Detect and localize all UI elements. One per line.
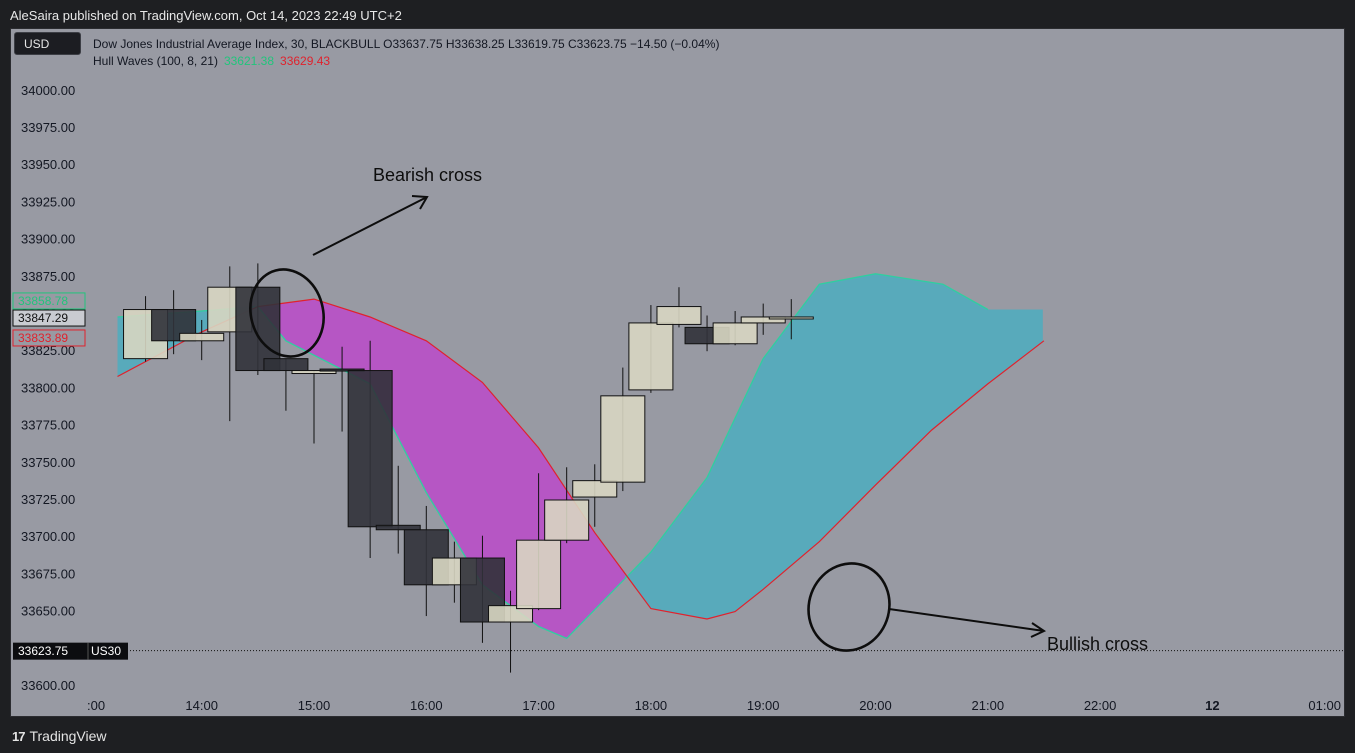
- x-tick-label-2200: 22:00: [1084, 698, 1117, 713]
- y-tick-label-33750: 33750.00: [21, 455, 75, 470]
- price-badge-green-box: [12, 292, 86, 310]
- candle-body-22: [740, 316, 786, 324]
- candle-body-8: [347, 370, 393, 528]
- candle-body-4: [235, 286, 281, 372]
- x-tick-label-2100: 21:00: [972, 698, 1005, 713]
- indicator-value-green: 33621.38: [223, 54, 275, 68]
- candle-body-6: [291, 370, 337, 375]
- price-badge-red: 33833.89: [18, 331, 68, 345]
- footer-brand-text: TradingView: [29, 728, 107, 744]
- y-tick-label-33900: 33900.00: [21, 232, 75, 247]
- x-tick-label-00: :00: [87, 698, 105, 713]
- y-tick-label-33650: 33650.00: [21, 604, 75, 619]
- bearish-arrow: [312, 195, 429, 256]
- x-tick-label-1500: 15:00: [298, 698, 331, 713]
- y-tick-label-33825: 33825.00: [21, 343, 75, 358]
- price-badge-current: 33847.29: [18, 311, 68, 325]
- y-tick-label-33875: 33875.00: [21, 269, 75, 284]
- candle-body-16: [572, 480, 618, 498]
- footer-branding: 17 TradingView: [12, 728, 107, 744]
- candle-body-15: [544, 499, 590, 541]
- y-tick-label-33975: 33975.00: [21, 120, 75, 135]
- bullish-arrow: [888, 608, 1047, 638]
- y-tick-label-33950: 33950.00: [21, 157, 75, 172]
- y-tick-label-34000: 34000.00: [21, 83, 75, 98]
- x-tick-label-12: 12: [1205, 698, 1219, 713]
- price-chart[interactable]: 33600.0033625.0033650.0033675.0033700.00…: [11, 29, 1345, 717]
- bullish-cross-label: Bullish cross: [1047, 634, 1148, 654]
- tradingview-logo-icon: 17: [12, 728, 26, 744]
- x-tick-label-1400: 14:00: [185, 698, 218, 713]
- candle-body-9: [375, 524, 421, 531]
- candle-body-13: [488, 605, 534, 623]
- candle-body-18: [628, 322, 674, 391]
- candle-body-21: [712, 322, 758, 345]
- indicator-value-red: 33629.43: [280, 54, 331, 68]
- candle-body-19: [656, 306, 702, 325]
- price-badge-green: 33858.78: [18, 294, 68, 308]
- candle-body-17: [600, 395, 646, 483]
- y-tick-label-33725: 33725.00: [21, 492, 75, 507]
- symbol-badge: US30: [91, 644, 121, 658]
- hull-slow-line: [117, 298, 1045, 620]
- bearish-cross-label: Bearish cross: [373, 165, 482, 185]
- publication-header: AleSaira published on TradingView.com, O…: [10, 8, 402, 23]
- candle-body-2: [179, 332, 225, 342]
- candle-body-5: [263, 358, 309, 372]
- candle-body-23: [768, 316, 814, 320]
- last-price-badge-box: [13, 642, 128, 660]
- x-tick-label-1900: 19:00: [747, 698, 780, 713]
- x-tick-label-0100: 01:00: [1308, 698, 1341, 713]
- x-tick-label-1700: 17:00: [522, 698, 555, 713]
- x-tick-label-1600: 16:00: [410, 698, 443, 713]
- bullish-circle: [807, 562, 891, 652]
- price-badge-red-box: [12, 329, 86, 347]
- y-tick-label-33700: 33700.00: [21, 529, 75, 544]
- y-tick-label-33600: 33600.00: [21, 678, 75, 693]
- y-tick-label-33775: 33775.00: [21, 418, 75, 433]
- chart-legend: Dow Jones Industrial Average Index, 30, …: [93, 36, 719, 70]
- x-tick-label-1800: 18:00: [635, 698, 668, 713]
- bearish-circle: [249, 268, 325, 358]
- last-price-badge: 33623.75: [18, 644, 68, 658]
- y-tick-label-33800: 33800.00: [21, 380, 75, 395]
- chart-panel[interactable]: 33600.0033625.0033650.0033675.0033700.00…: [10, 28, 1345, 717]
- indicator-name: Hull Waves (100, 8, 21): [93, 54, 218, 68]
- candle-body-14: [516, 539, 562, 610]
- hull-bear-fill-1: [256, 299, 626, 639]
- price-badge-current-box: [12, 309, 86, 327]
- symbol-legend: Dow Jones Industrial Average Index, 30, …: [93, 37, 720, 51]
- hull-bull-fill-2: [625, 274, 1043, 619]
- currency-button[interactable]: USD: [14, 32, 81, 55]
- indicator-legend: Hull Waves (100, 8, 21) 33621.38 33629.43: [93, 53, 719, 70]
- y-tick-label-33675: 33675.00: [21, 566, 75, 581]
- y-tick-label-33925: 33925.00: [21, 194, 75, 209]
- x-tick-label-2000: 20:00: [859, 698, 892, 713]
